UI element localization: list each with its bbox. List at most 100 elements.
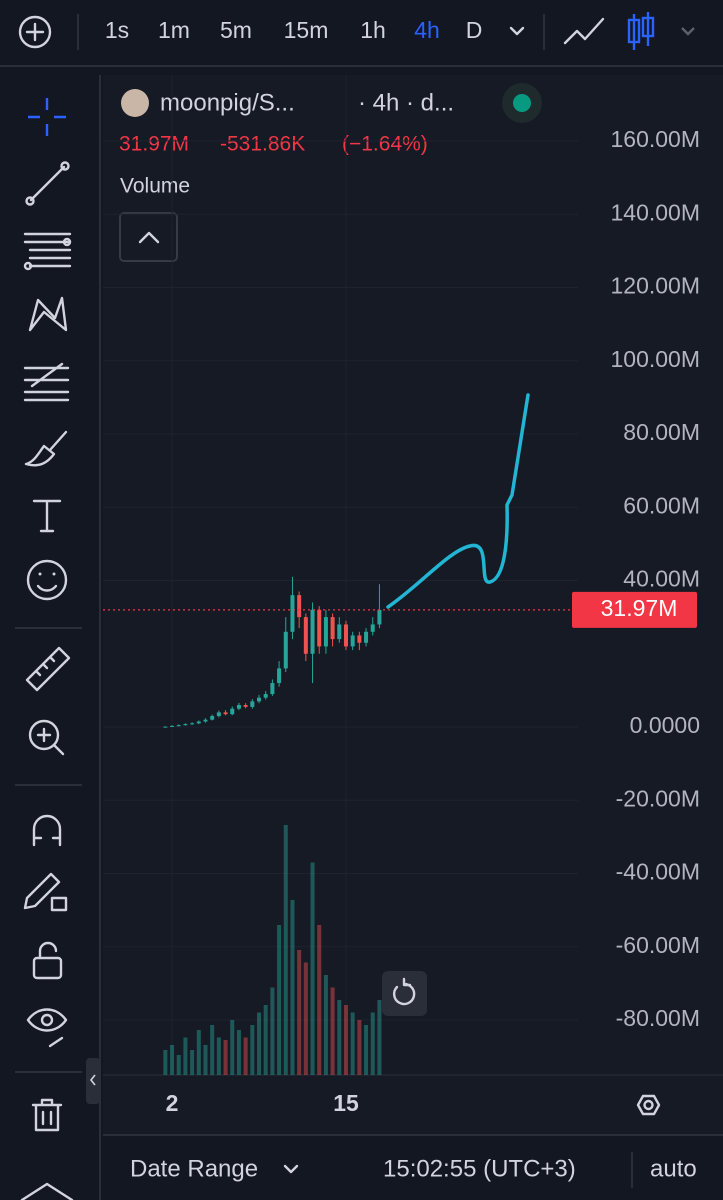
volume-bar (330, 987, 335, 1075)
brush-tool[interactable] (24, 430, 68, 467)
volume-bar (377, 1000, 382, 1075)
add-button[interactable] (18, 15, 52, 49)
collapse-toolbar[interactable] (86, 1058, 100, 1104)
delete-tool[interactable] (31, 1098, 63, 1132)
interval-group: 1s 1m 5m 15m 1h 4h D (105, 17, 482, 43)
candle-body (303, 617, 308, 654)
interval-button[interactable]: 4h (414, 17, 440, 43)
fib-tool[interactable] (23, 232, 72, 271)
interval-button[interactable]: 1m (158, 17, 190, 43)
last-price-label: 31.97M (601, 595, 678, 621)
scale-mode[interactable]: auto (650, 1155, 697, 1182)
volume-bar (250, 1025, 255, 1075)
interval-button[interactable]: 5m (220, 17, 252, 43)
prediction-tool[interactable] (23, 362, 70, 402)
symbol-avatar (121, 89, 149, 117)
symbol[interactable]: moonpig/S... (160, 89, 295, 116)
more-button[interactable] (20, 1182, 74, 1200)
line-style-button[interactable] (563, 17, 605, 45)
candle-body (290, 595, 295, 632)
interval-button[interactable]: 1s (105, 17, 129, 43)
candle-body (377, 609, 382, 625)
candle-body (163, 726, 168, 728)
candle-body (270, 683, 275, 695)
interval-button[interactable]: 1h (360, 17, 386, 43)
volume-bar (323, 975, 328, 1075)
volume-bar (170, 1045, 175, 1075)
lock-drawings-tool[interactable] (23, 872, 68, 912)
volume-bar (317, 925, 322, 1075)
volume-bar (203, 1045, 208, 1075)
indicator-name[interactable]: Volume (120, 175, 190, 198)
volume-bar (337, 1000, 342, 1075)
y-tick-label: 0.0000 (630, 712, 700, 738)
y-tick-label: -40.00M (616, 859, 700, 885)
candle-body (176, 725, 181, 727)
date-range-menu[interactable] (283, 1164, 299, 1174)
volume-bar (263, 1005, 268, 1075)
volume-bar (183, 1037, 188, 1075)
x-tick-label: 2 (166, 1090, 179, 1116)
candle-body (350, 635, 355, 647)
y-tick-label: 100.00M (610, 346, 700, 372)
candle-body (283, 631, 288, 669)
candle-body (357, 635, 362, 643)
trend-line-tool[interactable] (25, 161, 70, 206)
volume-bar (297, 950, 302, 1075)
market-status (513, 94, 531, 112)
candle-body (277, 668, 282, 684)
candle-body (257, 697, 262, 702)
text-tool[interactable] (32, 499, 62, 533)
y-tick-label: 160.00M (610, 126, 700, 152)
lock-tool[interactable] (32, 941, 63, 980)
candle-body (216, 712, 221, 717)
crosshair-tool[interactable] (28, 98, 66, 136)
style-menu[interactable] (681, 27, 695, 36)
interval-button[interactable]: D (466, 17, 483, 43)
x-tick-label: 15 (333, 1090, 359, 1116)
interval-label: · 4h · d... (358, 89, 454, 116)
pattern-tool[interactable] (28, 296, 68, 332)
volume-bar (257, 1012, 262, 1075)
visibility-tool[interactable] (26, 1008, 68, 1048)
zoom-tool[interactable] (28, 719, 65, 756)
candle-body (310, 609, 315, 654)
volume-bar (196, 1030, 201, 1075)
volume-bar (364, 1025, 369, 1075)
volume-bar (236, 1030, 241, 1075)
y-tick-label: 80.00M (623, 419, 700, 445)
candle-body (317, 609, 322, 647)
settings-button[interactable] (636, 1094, 661, 1116)
volume-bar (357, 1020, 362, 1075)
interval-button[interactable]: 15m (284, 17, 329, 43)
volume-bar (223, 1040, 228, 1075)
clock[interactable]: 15:02:55 (UTC+3) (383, 1155, 576, 1182)
volume-bar (190, 1050, 195, 1075)
candle-body (183, 724, 188, 726)
date-range[interactable]: Date Range (130, 1155, 258, 1182)
measure-tool[interactable] (25, 646, 71, 692)
emoji-tool[interactable] (26, 559, 68, 601)
candle-body (364, 631, 369, 643)
volume-bar (163, 1050, 168, 1075)
collapse-legend[interactable] (119, 212, 178, 262)
candle-body (170, 725, 175, 727)
volume-bar (176, 1055, 181, 1075)
candle-body (323, 617, 328, 647)
volume-bar (277, 925, 282, 1075)
candle-body (236, 705, 241, 709)
candle-body (297, 595, 302, 618)
candle-body (223, 712, 228, 715)
reset-button[interactable] (382, 971, 427, 1016)
candle-body (210, 716, 215, 720)
candle-body (263, 694, 268, 698)
candle-body (203, 719, 208, 722)
candle-style-button[interactable] (627, 12, 655, 50)
candle-body (250, 701, 255, 707)
interval-menu[interactable] (509, 26, 525, 36)
drawing-brush (386, 393, 530, 609)
magnet-tool[interactable] (32, 814, 62, 847)
volume-bar (290, 900, 295, 1075)
